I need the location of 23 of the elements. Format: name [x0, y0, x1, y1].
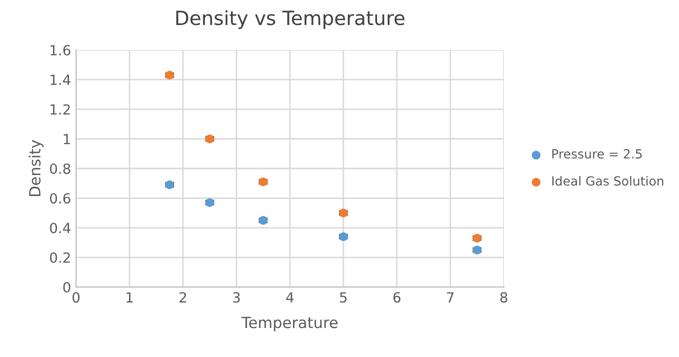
x-axis-title: Temperature: [242, 316, 338, 332]
x-tick-label: 7: [447, 292, 454, 302]
y-tick-label: 0.2: [50, 252, 70, 263]
x-tick-label: 3: [233, 292, 240, 303]
chart-title: Density vs Temperature: [176, 10, 404, 30]
y-tick-label: 1.6: [50, 44, 70, 56]
x-tick-label: 8: [500, 292, 508, 303]
x-tick-label: 0: [72, 292, 80, 303]
y-tick-label: 1.4: [50, 74, 70, 85]
y-tick-label: 1: [64, 134, 70, 144]
x-tick-label: 1: [126, 292, 133, 302]
y-tick-label: 1.2: [50, 104, 70, 115]
x-tick-label: 5: [340, 292, 347, 303]
legend-label: Pressure = 2.5: [552, 149, 642, 159]
x-tick-label: 4: [286, 292, 294, 302]
y-tick-label: 0.4: [50, 222, 70, 234]
x-tick-label: 2: [180, 292, 186, 302]
legend-label: Ideal Gas Solution: [552, 176, 664, 186]
x-tick-label: 6: [393, 292, 400, 303]
y-tick-label: 0.6: [50, 193, 70, 204]
y-axis-title: Density: [28, 140, 44, 196]
y-tick-label: 0: [63, 282, 70, 292]
y-tick-label: 0.8: [50, 163, 70, 174]
